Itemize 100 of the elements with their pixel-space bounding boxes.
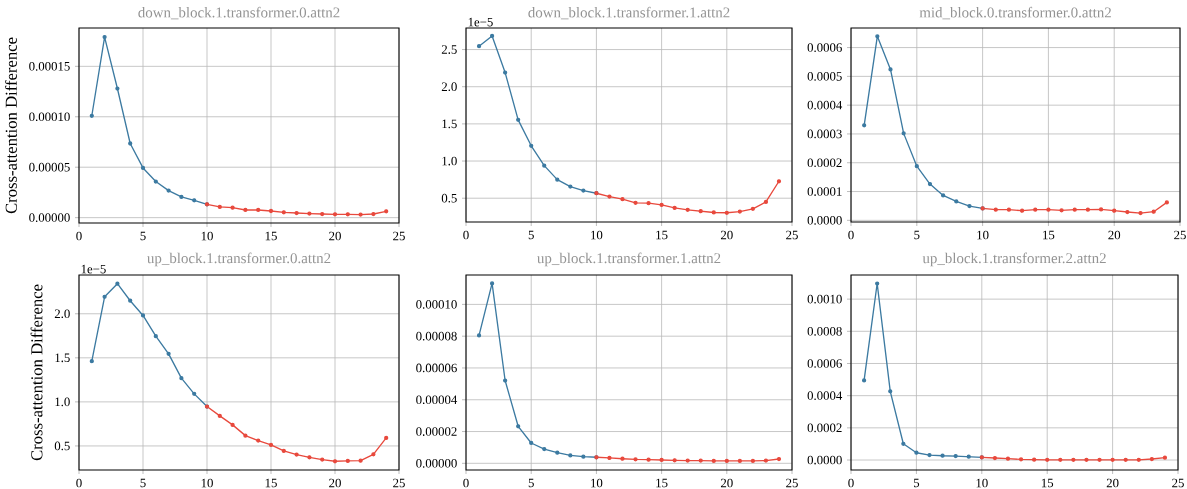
x-tick-label: 0	[848, 230, 854, 240]
x-tick-label: 10	[201, 478, 213, 488]
point	[502, 70, 508, 75]
x-tick-label: 20	[720, 230, 733, 240]
point	[927, 181, 933, 187]
chart-title: mid_block.0.transformer.0.attn2	[919, 6, 1111, 20]
point	[646, 457, 651, 462]
y-tick-label: 0.0002	[807, 423, 842, 433]
x-tick-label: 20	[329, 231, 341, 241]
point	[992, 455, 998, 461]
point	[672, 205, 677, 211]
x-tick-label: 0	[848, 478, 854, 488]
point	[633, 457, 638, 462]
chart-title: up_block.1.transformer.1.attn2	[537, 252, 721, 267]
point	[476, 333, 482, 338]
x-tick-label: 25	[393, 478, 405, 488]
point	[476, 44, 482, 49]
point	[516, 117, 521, 122]
y-tick-label: 0.0006	[807, 359, 842, 368]
x-tick-label: 5	[913, 478, 920, 488]
point	[685, 207, 690, 212]
point	[620, 197, 625, 202]
point	[542, 446, 547, 452]
y-tick-label: 1.5	[442, 119, 457, 129]
point	[568, 453, 573, 458]
point	[698, 209, 703, 214]
point	[1123, 457, 1128, 462]
point	[345, 212, 350, 217]
point	[1072, 207, 1077, 212]
point	[371, 452, 376, 457]
x-tick-label: 25	[786, 230, 798, 240]
point	[737, 209, 742, 214]
y-tick-label: 0.0003	[807, 129, 842, 139]
y-tick-label: 0.0000	[807, 215, 842, 225]
point	[217, 413, 222, 419]
point	[1046, 207, 1051, 212]
point	[1005, 456, 1011, 461]
x-tick-label: 15	[656, 230, 668, 240]
y-tick-label: 0.0000	[807, 455, 842, 465]
point	[646, 201, 651, 206]
x-tick-label: 20	[1106, 478, 1119, 488]
point	[140, 165, 146, 171]
point	[140, 313, 146, 318]
point	[1151, 209, 1156, 214]
point	[294, 210, 299, 216]
point	[1136, 457, 1141, 462]
point	[345, 458, 350, 464]
y-tick-label: 0.00005	[29, 162, 70, 172]
point	[750, 206, 756, 211]
x-tick-label: 25	[1174, 230, 1186, 240]
chart-title: down_block.1.transformer.0.attn2	[138, 6, 340, 20]
point	[1084, 457, 1089, 462]
text: 1e−5	[468, 17, 493, 27]
point	[954, 199, 959, 204]
x-tick-label: 5	[528, 478, 534, 488]
point	[153, 334, 158, 339]
y-tick-label: 0.00006	[416, 363, 457, 373]
point	[307, 455, 312, 460]
y-axis-title: Cross-attention Difference	[4, 37, 17, 214]
y-tick-label: 0.0002	[807, 158, 842, 168]
point	[516, 424, 521, 429]
point	[115, 281, 120, 286]
point	[179, 376, 184, 381]
point	[941, 193, 946, 198]
point	[568, 184, 573, 189]
point	[914, 450, 919, 455]
point	[1032, 457, 1037, 462]
point	[217, 204, 222, 210]
chart-title: up_block.1.transformer.2.attn2	[922, 252, 1106, 267]
x-tick-label: 10	[591, 230, 603, 240]
point	[102, 294, 107, 299]
point	[384, 435, 389, 441]
point	[607, 455, 612, 461]
point	[1149, 456, 1154, 462]
point	[1071, 457, 1076, 462]
x-tick-label: 10	[591, 478, 603, 488]
y-tick-label: 0.0004	[807, 100, 843, 110]
y-tick-label: 0.00008	[416, 331, 457, 341]
point	[555, 177, 560, 182]
y-tick-label: 0.00015	[29, 61, 70, 71]
point	[659, 457, 664, 463]
x-tick-label: 20	[720, 478, 733, 488]
y-tick-label: 0.0010	[807, 294, 842, 304]
x-tick-label: 15	[1041, 478, 1054, 488]
x-tick-label: 20	[329, 478, 341, 488]
point	[633, 200, 638, 205]
x-tick-label: 5	[914, 230, 920, 240]
x-tick-label: 10	[976, 478, 988, 488]
x-tick-label: 5	[140, 478, 146, 488]
point	[724, 210, 729, 215]
point	[230, 422, 235, 428]
point	[281, 448, 286, 454]
point	[489, 33, 495, 39]
point	[1085, 207, 1091, 212]
point	[320, 211, 325, 217]
point	[888, 389, 893, 394]
y-tick-label: 1.0	[442, 156, 457, 166]
x-tick-label: 25	[786, 478, 798, 488]
y-tick-label: 1.0	[55, 397, 70, 407]
point	[192, 391, 197, 396]
